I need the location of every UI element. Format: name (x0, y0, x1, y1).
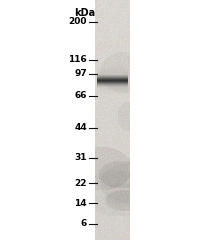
Text: 31: 31 (75, 154, 87, 162)
Text: kDa: kDa (74, 8, 95, 18)
Text: 44: 44 (74, 124, 87, 132)
Text: 14: 14 (74, 198, 87, 208)
Text: 200: 200 (68, 18, 87, 26)
Text: 97: 97 (74, 70, 87, 78)
Text: 116: 116 (68, 55, 87, 65)
Text: 6: 6 (81, 220, 87, 228)
Text: 66: 66 (75, 91, 87, 101)
Text: 22: 22 (75, 179, 87, 187)
